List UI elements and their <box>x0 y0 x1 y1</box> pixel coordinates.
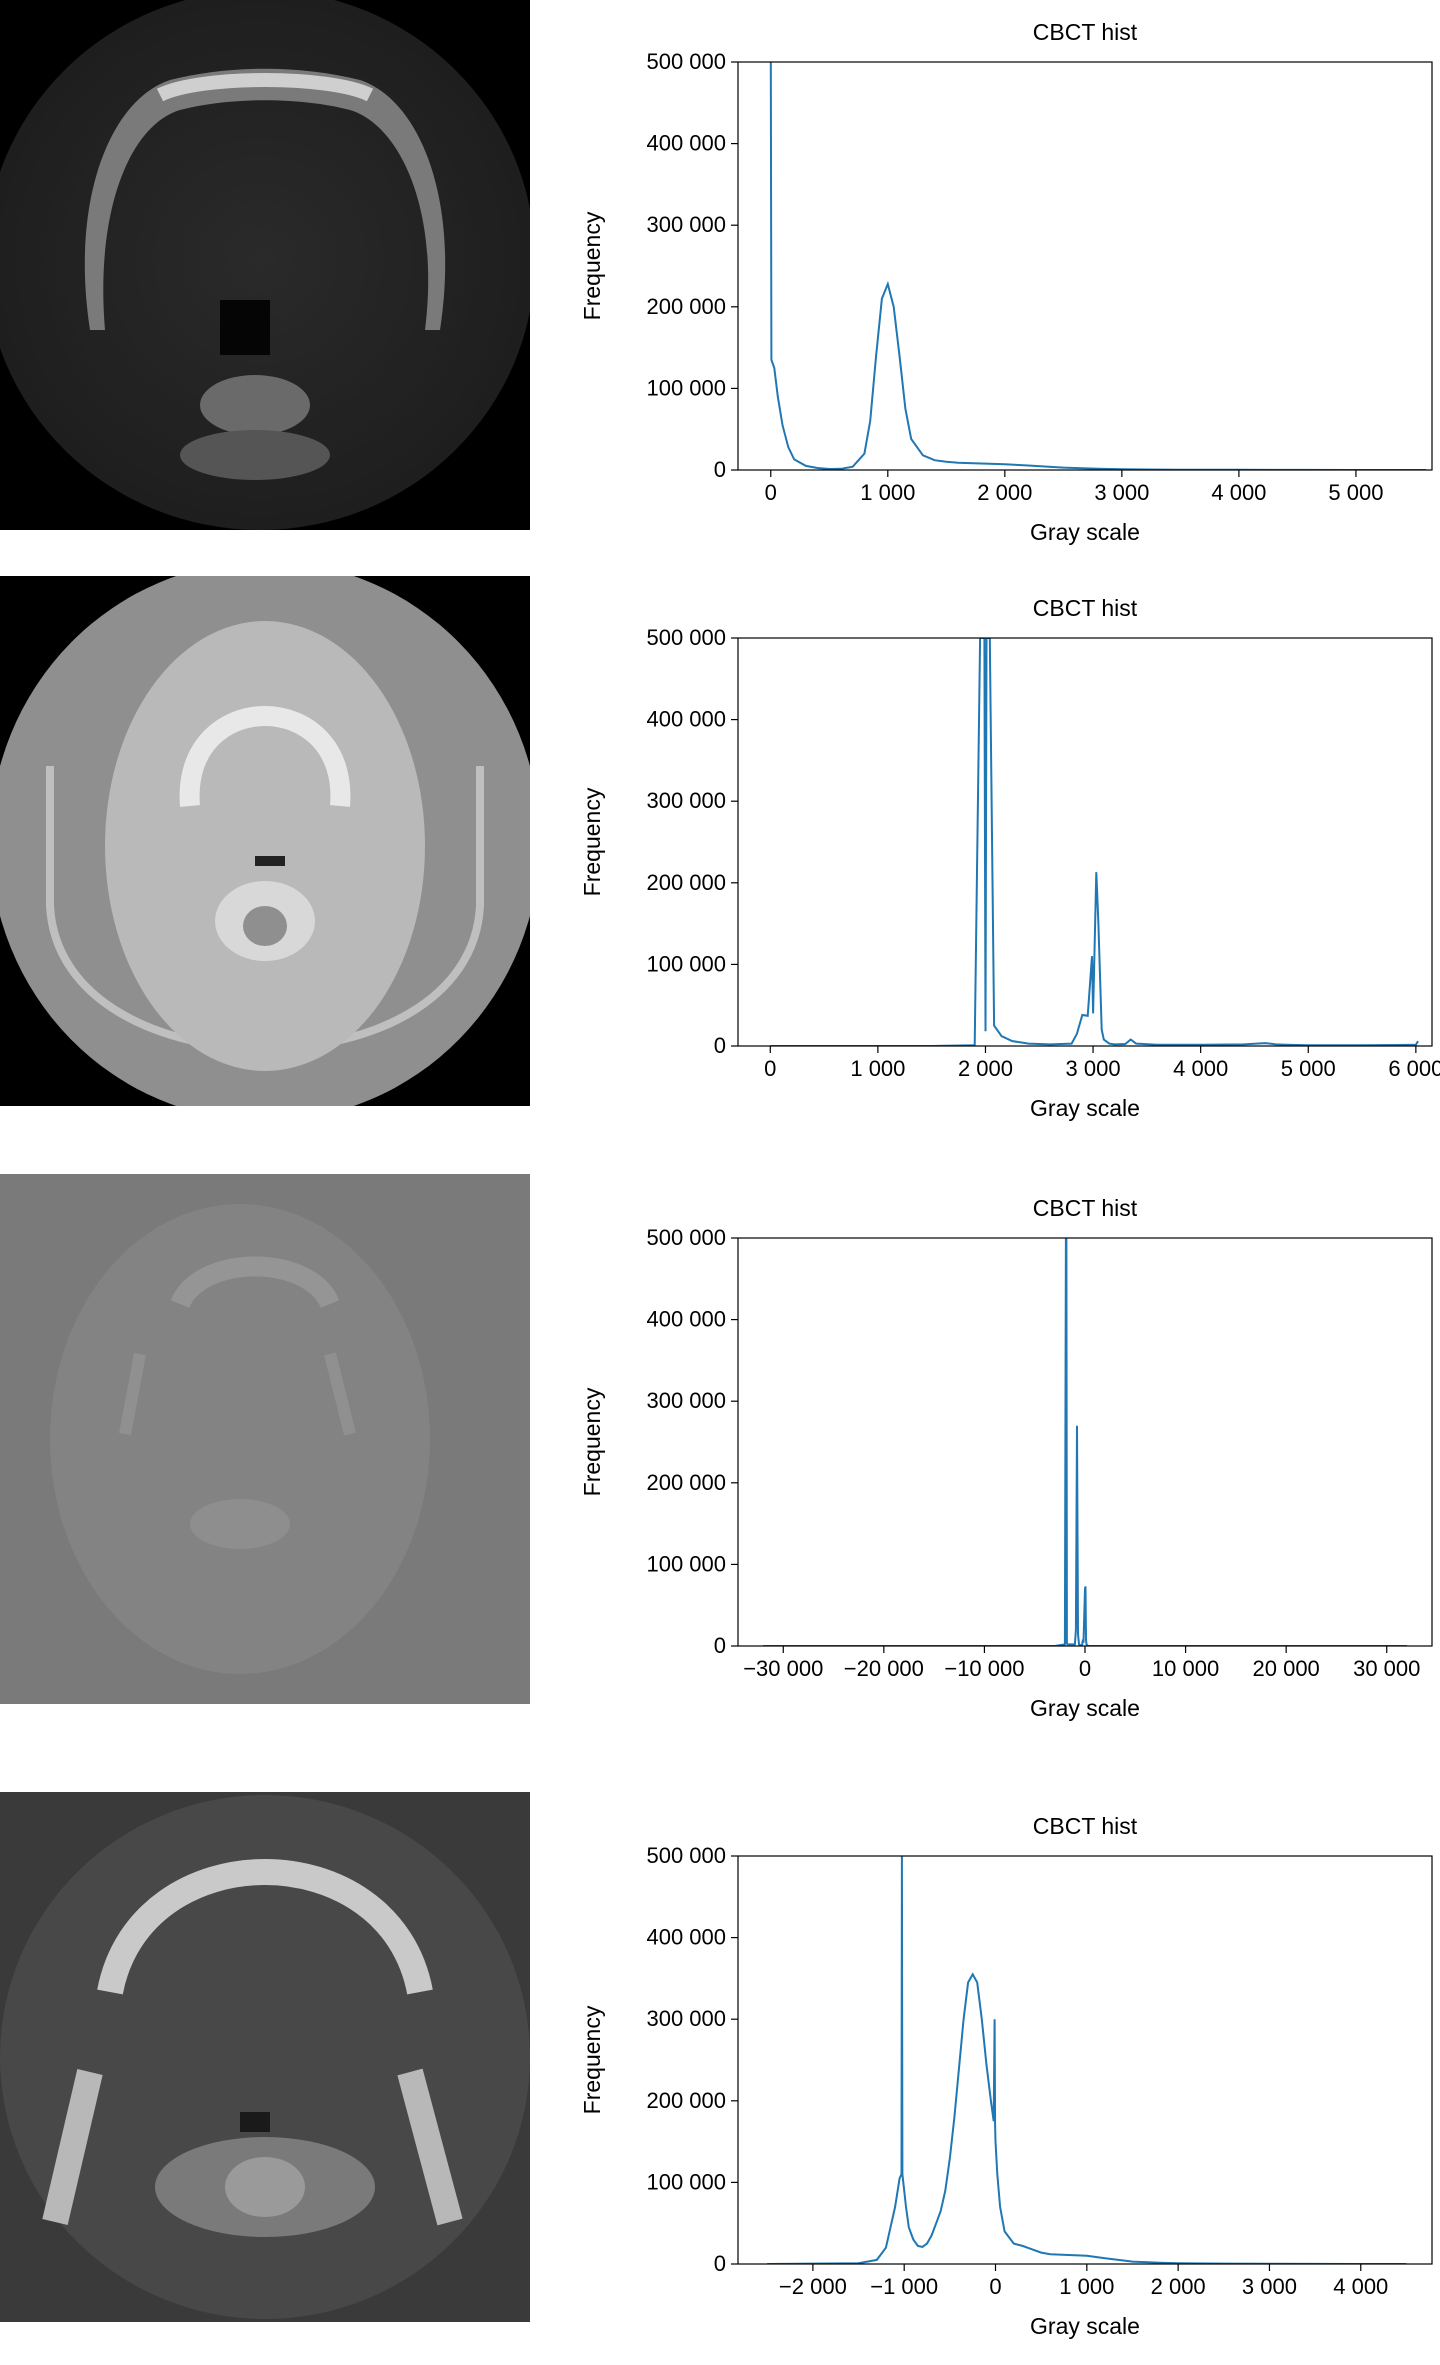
x-axis-label: Gray scale <box>1030 519 1140 545</box>
y-tick-label: 200 000 <box>646 1470 726 1495</box>
y-axis-label: Frequency <box>579 1387 605 1496</box>
histogram-series-line <box>770 638 1419 1046</box>
x-tick-label: −30 000 <box>743 1656 823 1681</box>
x-tick-label: 1 000 <box>1059 2274 1114 2299</box>
x-tick-label: 1 000 <box>850 1056 905 1081</box>
histogram-chart-4: −2 000 −1 000 0 1 000 2 000 3 000 4 000 0 100 00… <box>579 1813 1433 2339</box>
y-tick-label: 100 000 <box>646 375 726 400</box>
x-tick-label: 4 000 <box>1173 1056 1228 1081</box>
x-tick-label: 3 000 <box>1066 1056 1121 1081</box>
x-axis-label: Gray scale <box>1030 1695 1140 1721</box>
chart-title: CBCT hist <box>1033 19 1138 45</box>
figure-row-4: −2 000 −1 000 0 1 000 2 000 3 000 4 000 0 100 00… <box>0 1790 1440 2365</box>
y-tick-label: 400 000 <box>646 1307 726 1332</box>
x-tick-label: 2 000 <box>1151 2274 1206 2299</box>
x-tick-label: 2 000 <box>958 1056 1013 1081</box>
x-tick-label: 10 000 <box>1152 1656 1219 1681</box>
histogram-plot-4: −2 000 −1 000 0 1 000 2 000 3 000 4 000 0 100 00… <box>560 1790 1440 2365</box>
y-tick-label: 0 <box>714 457 726 482</box>
histogram-chart-1: 0 1 000 2 000 3 000 4 000 5 000 0 100 000 200 00… <box>579 19 1433 545</box>
y-axis-label: Frequency <box>579 211 605 320</box>
x-tick-label: 0 <box>764 1056 776 1081</box>
histogram-series-line <box>763 1238 1407 1646</box>
x-tick-label: 2 000 <box>977 480 1032 505</box>
x-tick-label: 3 000 <box>1094 480 1149 505</box>
y-tick-label: 200 000 <box>646 294 726 319</box>
y-tick-label: 400 000 <box>646 1925 726 1950</box>
plot-frame <box>737 637 1433 1047</box>
histogram-series-line <box>767 1856 1407 2264</box>
cbct-scan-image-3 <box>0 1174 530 1704</box>
chart-title: CBCT hist <box>1033 1195 1138 1221</box>
x-tick-label: 0 <box>765 480 777 505</box>
y-tick-label: 400 000 <box>646 707 726 732</box>
chart-title: CBCT hist <box>1033 1813 1138 1839</box>
x-tick-label: −2 000 <box>779 2274 847 2299</box>
y-axis-label: Frequency <box>579 2005 605 2114</box>
y-tick-label: 100 000 <box>646 1551 726 1576</box>
y-tick-label: 100 000 <box>646 2169 726 2194</box>
chart-title: CBCT hist <box>1033 595 1138 621</box>
histogram-series-line <box>769 62 1427 470</box>
x-tick-label: 6 000 <box>1388 1056 1440 1081</box>
histogram-plot-1: 0 1 000 2 000 3 000 4 000 5 000 0 100 000 200 00… <box>560 0 1440 560</box>
x-tick-label: 20 000 <box>1253 1656 1320 1681</box>
y-tick-label: 300 000 <box>646 788 726 813</box>
y-tick-label: 500 000 <box>646 49 726 74</box>
cbct-scan-image-1 <box>0 0 530 530</box>
y-tick-label: 400 000 <box>646 131 726 156</box>
y-tick-label: 0 <box>714 2251 726 2276</box>
x-tick-label: 0 <box>1079 1656 1091 1681</box>
y-tick-label: 300 000 <box>646 1388 726 1413</box>
cbct-scan-image-4 <box>0 1792 530 2322</box>
y-axis-label: Frequency <box>579 787 605 896</box>
x-axis-label: Gray scale <box>1030 2313 1140 2339</box>
y-tick-label: 200 000 <box>646 2088 726 2113</box>
plot-frame <box>737 1237 1433 1647</box>
cbct-scan-image-2 <box>0 576 530 1106</box>
x-tick-label: 5 000 <box>1281 1056 1336 1081</box>
histogram-plot-3: −30 000 −20 000 −10 000 0 10 000 20 000 30 000… <box>560 1170 1440 1760</box>
figure-row-3: −30 000 −20 000 −10 000 0 10 000 20 000 30 000… <box>0 1170 1440 1760</box>
x-tick-label: 4 000 <box>1333 2274 1388 2299</box>
x-tick-label: −1 000 <box>870 2274 938 2299</box>
y-tick-label: 500 000 <box>646 1843 726 1868</box>
x-tick-label: −20 000 <box>844 1656 924 1681</box>
y-tick-label: 0 <box>714 1633 726 1658</box>
y-tick-label: 500 000 <box>646 1225 726 1250</box>
histogram-chart-3: −30 000 −20 000 −10 000 0 10 000 20 000 30 000… <box>579 1195 1433 1721</box>
x-axis-label: Gray scale <box>1030 1095 1140 1121</box>
x-tick-label: 4 000 <box>1211 480 1266 505</box>
plot-frame <box>737 61 1433 471</box>
y-tick-label: 200 000 <box>646 870 726 895</box>
histogram-plot-2: 0 1 000 2 000 3 000 4 000 5 000 6 000 0 100 000 2… <box>560 570 1440 1145</box>
y-tick-label: 500 000 <box>646 625 726 650</box>
x-tick-label: 3 000 <box>1242 2274 1297 2299</box>
figure-row-1: 0 1 000 2 000 3 000 4 000 5 000 0 100 000 200 00… <box>0 0 1440 560</box>
y-tick-label: 300 000 <box>646 2006 726 2031</box>
y-tick-label: 300 000 <box>646 212 726 237</box>
x-tick-label: −10 000 <box>944 1656 1024 1681</box>
x-tick-label: 30 000 <box>1353 1656 1420 1681</box>
plot-frame <box>737 1855 1433 2265</box>
figure-row-2: 0 1 000 2 000 3 000 4 000 5 000 6 000 0 100 000 2… <box>0 570 1440 1145</box>
x-tick-label: 1 000 <box>860 480 915 505</box>
histogram-chart-2: 0 1 000 2 000 3 000 4 000 5 000 6 000 0 100 000 2… <box>579 595 1440 1121</box>
y-tick-label: 100 000 <box>646 951 726 976</box>
x-tick-label: 5 000 <box>1328 480 1383 505</box>
y-tick-label: 0 <box>714 1033 726 1058</box>
x-tick-label: 0 <box>989 2274 1001 2299</box>
